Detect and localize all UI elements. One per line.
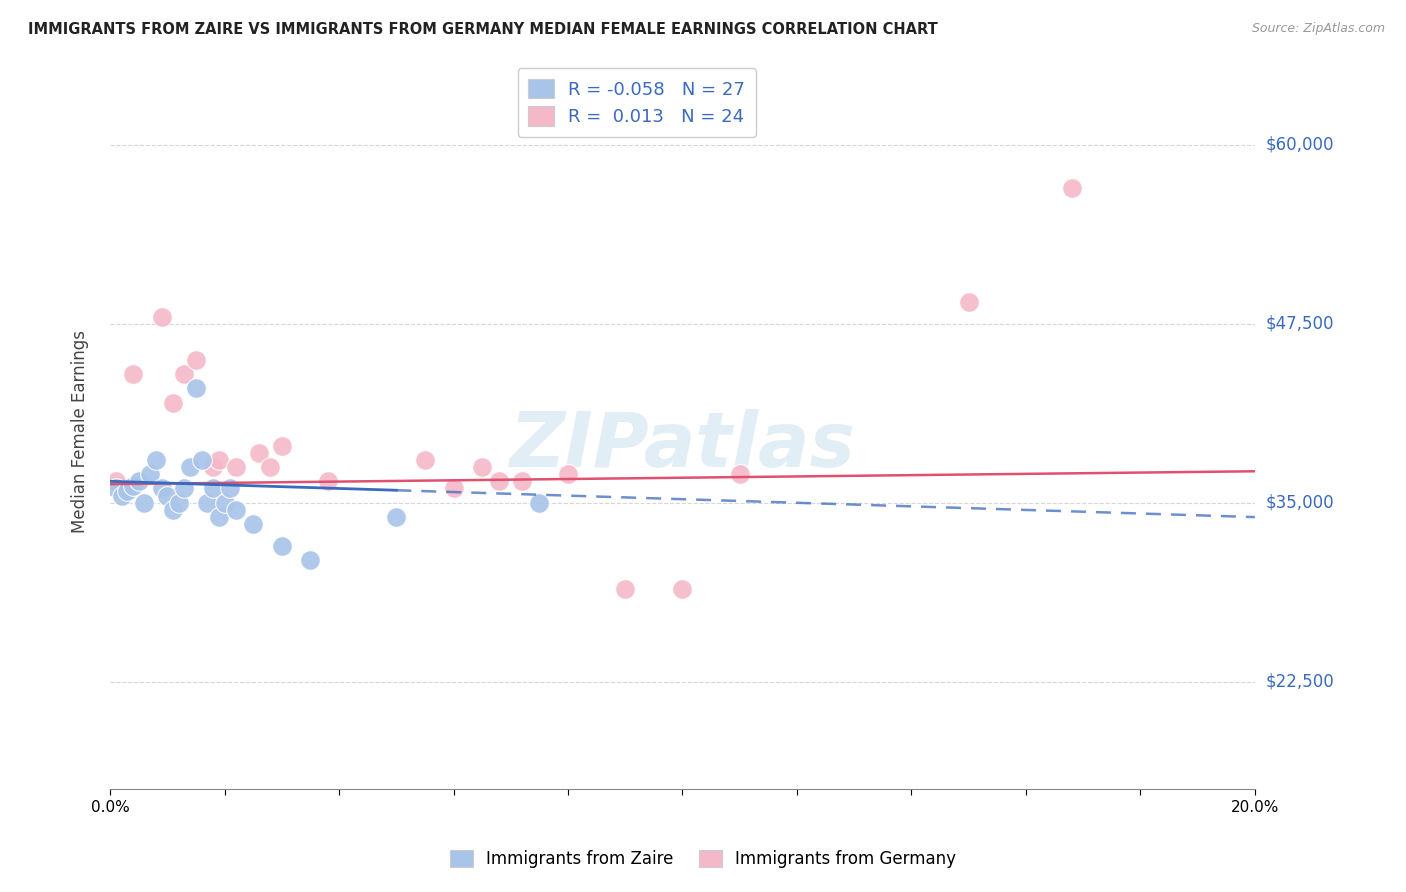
- Text: $60,000: $60,000: [1265, 136, 1334, 153]
- Point: [443, 482, 465, 496]
- Point: [728, 467, 751, 482]
- Point: [173, 482, 195, 496]
- Point: [225, 460, 247, 475]
- Text: IMMIGRANTS FROM ZAIRE VS IMMIGRANTS FROM GERMANY MEDIAN FEMALE EARNINGS CORRELAT: IMMIGRANTS FROM ZAIRE VS IMMIGRANTS FROM…: [28, 22, 938, 37]
- Point: [270, 438, 292, 452]
- Text: ZIPatlas: ZIPatlas: [509, 409, 855, 483]
- Point: [471, 460, 494, 475]
- Point: [139, 467, 162, 482]
- Point: [110, 489, 132, 503]
- Point: [190, 452, 212, 467]
- Point: [259, 460, 281, 475]
- Point: [529, 496, 551, 510]
- Point: [179, 460, 201, 475]
- Text: $47,500: $47,500: [1265, 315, 1334, 333]
- Point: [299, 553, 322, 567]
- Point: [247, 445, 270, 459]
- Point: [316, 475, 339, 489]
- Point: [173, 367, 195, 381]
- Point: [242, 517, 264, 532]
- Y-axis label: Median Female Earnings: Median Female Earnings: [72, 330, 89, 533]
- Point: [150, 310, 173, 324]
- Point: [385, 510, 408, 524]
- Point: [104, 482, 127, 496]
- Point: [122, 367, 145, 381]
- Point: [219, 482, 242, 496]
- Point: [167, 496, 190, 510]
- Point: [488, 475, 510, 489]
- Point: [156, 489, 179, 503]
- Point: [202, 482, 225, 496]
- Point: [208, 510, 231, 524]
- Text: $22,500: $22,500: [1265, 673, 1334, 690]
- Point: [162, 503, 184, 517]
- Point: [202, 460, 225, 475]
- Legend: R = -0.058   N = 27, R =  0.013   N = 24: R = -0.058 N = 27, R = 0.013 N = 24: [517, 68, 756, 136]
- Text: Source: ZipAtlas.com: Source: ZipAtlas.com: [1251, 22, 1385, 36]
- Point: [128, 475, 150, 489]
- Point: [150, 482, 173, 496]
- Point: [557, 467, 579, 482]
- Text: $35,000: $35,000: [1265, 494, 1334, 512]
- Legend: Immigrants from Zaire, Immigrants from Germany: Immigrants from Zaire, Immigrants from G…: [443, 843, 963, 875]
- Point: [614, 582, 637, 596]
- Point: [214, 496, 236, 510]
- Point: [225, 503, 247, 517]
- Point: [413, 452, 436, 467]
- Point: [117, 484, 139, 499]
- Point: [145, 452, 167, 467]
- Point: [122, 478, 145, 492]
- Point: [208, 452, 231, 467]
- Point: [957, 295, 980, 310]
- Point: [184, 352, 207, 367]
- Point: [195, 496, 218, 510]
- Point: [184, 381, 207, 395]
- Point: [104, 475, 127, 489]
- Point: [1060, 181, 1083, 195]
- Point: [671, 582, 693, 596]
- Point: [510, 475, 533, 489]
- Point: [270, 539, 292, 553]
- Point: [134, 496, 156, 510]
- Point: [162, 395, 184, 409]
